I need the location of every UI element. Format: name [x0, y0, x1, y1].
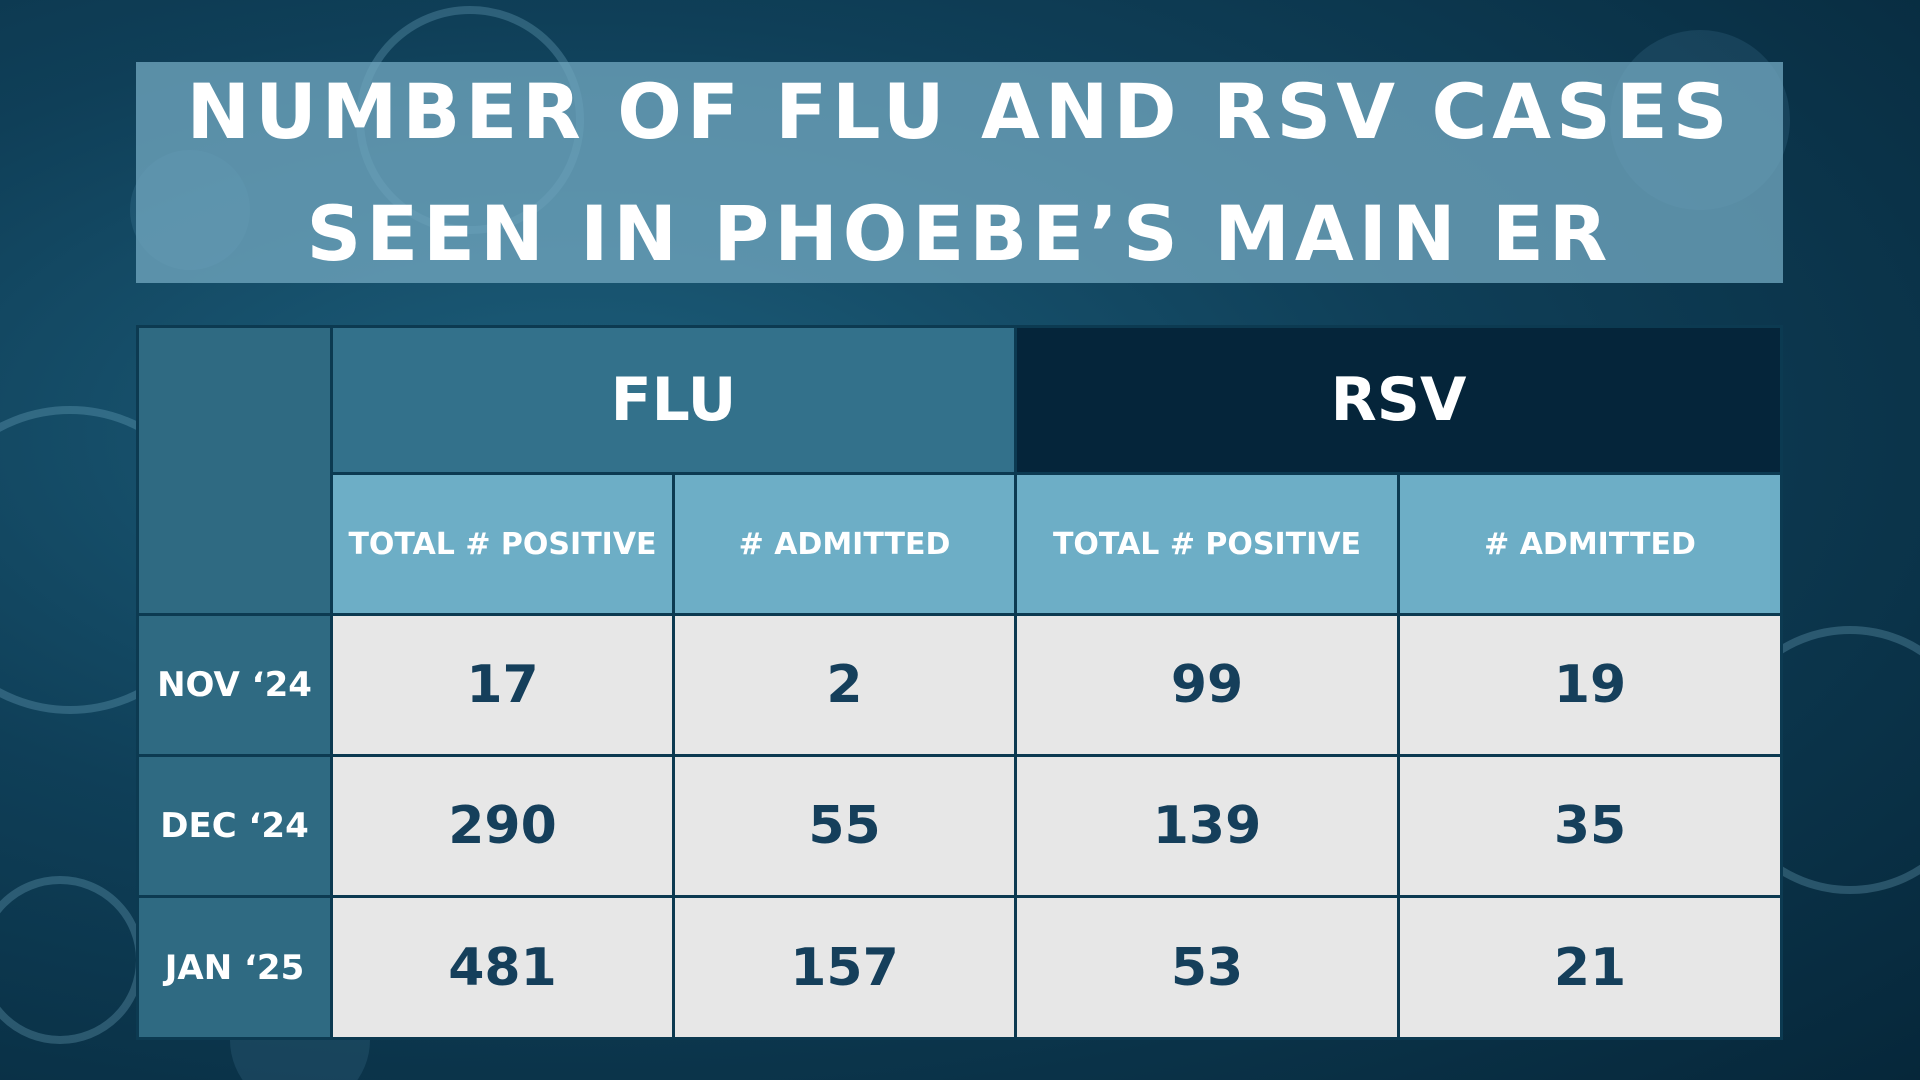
value-cell: 481: [333, 898, 672, 1037]
value-cell: 53: [1017, 898, 1397, 1037]
group-header: FLU: [333, 328, 1014, 472]
value-cell: 290: [333, 757, 672, 895]
value-cell: 157: [675, 898, 1014, 1037]
column-header: # ADMITTED: [675, 475, 1014, 613]
column-header: TOTAL # POSITIVE: [333, 475, 672, 613]
value-cell: 19: [1400, 616, 1780, 754]
corner-cell: [139, 328, 330, 613]
column-header: TOTAL # POSITIVE: [1017, 475, 1397, 613]
row-label: NOV ‘24: [139, 616, 330, 754]
value-cell: 17: [333, 616, 672, 754]
value-cell: 139: [1017, 757, 1397, 895]
value-cell: 99: [1017, 616, 1397, 754]
table: FLU RSV TOTAL # POSITIVE # ADMITTED TOTA…: [136, 325, 1783, 1040]
value-cell: 2: [675, 616, 1014, 754]
title: NUMBER OF FLU AND RSV CASES: [186, 66, 1733, 156]
column-header: # ADMITTED: [1400, 475, 1780, 613]
group-header: RSV: [1017, 328, 1780, 472]
title-box: NUMBER OF FLU AND RSV CASES SEEN IN PHOE…: [136, 62, 1783, 283]
value-cell: 35: [1400, 757, 1780, 895]
value-cell: 21: [1400, 898, 1780, 1037]
row-label: JAN ‘25: [139, 898, 330, 1037]
value-cell: 55: [675, 757, 1014, 895]
title: SEEN IN PHOEBE’S MAIN ER: [306, 188, 1613, 278]
row-label: DEC ‘24: [139, 757, 330, 895]
